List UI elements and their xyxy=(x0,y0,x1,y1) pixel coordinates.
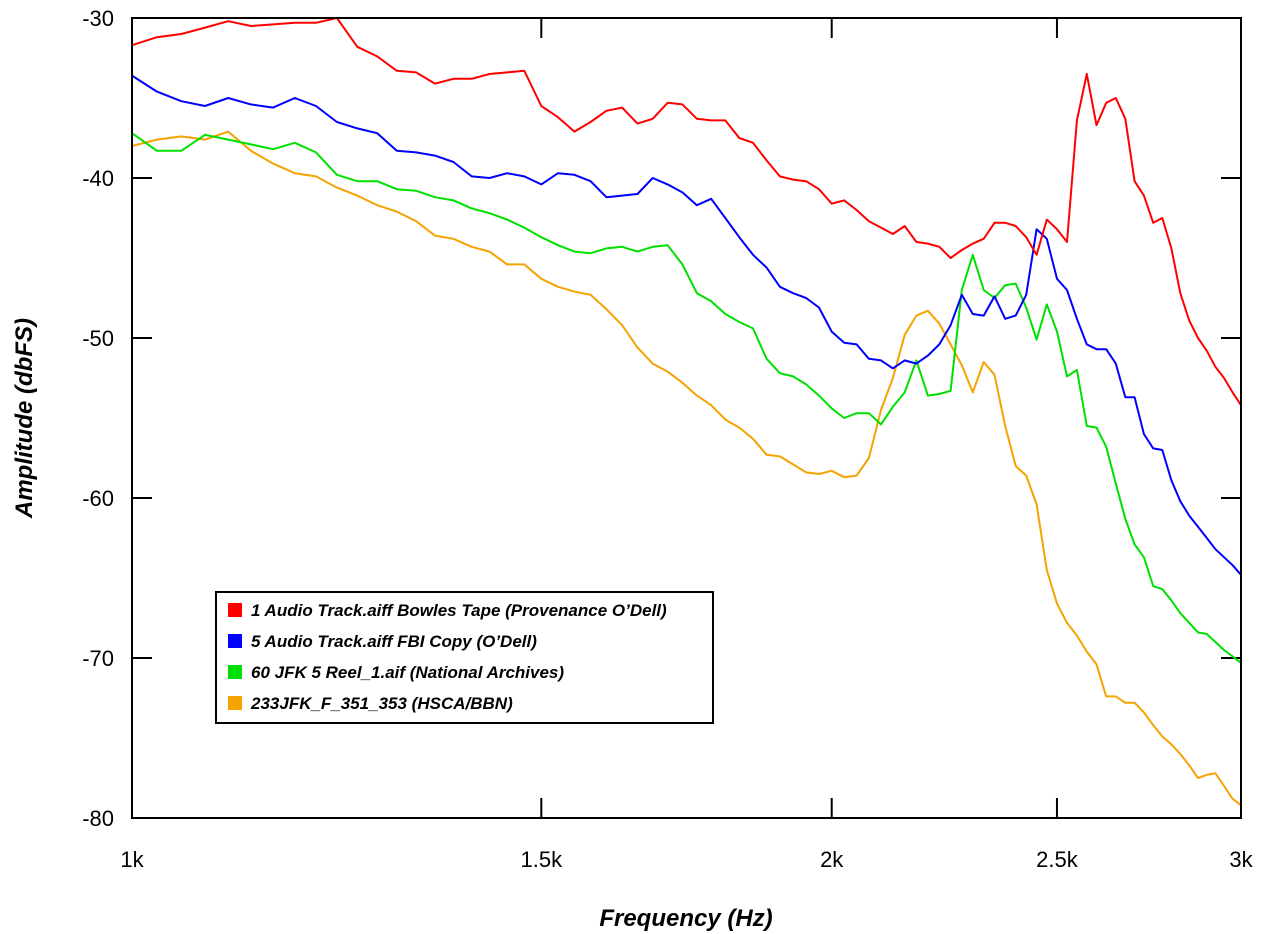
y-axis-title: Amplitude (dbFS) xyxy=(11,318,38,519)
y-tick-label: -40 xyxy=(82,166,114,191)
legend-swatch xyxy=(228,696,242,710)
series-line-4 xyxy=(131,130,1242,806)
legend-label: 233JFK_F_351_353 (HSCA/BBN) xyxy=(250,694,513,713)
x-tick-label: 2.5k xyxy=(1036,847,1079,872)
x-axis-tick-labels: 1k 1.5k 2k 2.5k 3k xyxy=(120,847,1253,872)
legend-box xyxy=(215,591,714,724)
series-lines xyxy=(131,17,1242,806)
x-tick-label: 2k xyxy=(820,847,844,872)
legend-label: 5 Audio Track.aiff FBI Copy (O’Dell) xyxy=(251,632,537,651)
legend: 1 Audio Track.aiff Bowles Tape (Provenan… xyxy=(215,591,714,724)
legend-swatch xyxy=(228,634,242,648)
x-tick-label: 1.5k xyxy=(521,847,564,872)
legend-label: 1 Audio Track.aiff Bowles Tape (Provenan… xyxy=(251,601,667,620)
legend-label: 60 JFK 5 Reel_1.aif (National Archives) xyxy=(251,663,564,682)
plot-frame xyxy=(131,17,1242,819)
x-tick-label: 3k xyxy=(1229,847,1253,872)
legend-swatch xyxy=(228,603,242,617)
y-tick-label: -80 xyxy=(82,806,114,831)
x-tick-label: 1k xyxy=(120,847,144,872)
y-tick-label: -30 xyxy=(82,6,114,31)
legend-swatch xyxy=(228,665,242,679)
y-tick-label: -70 xyxy=(82,646,114,671)
x-axis-title: Frequency (Hz) xyxy=(599,905,772,932)
series-line-3 xyxy=(131,132,1242,664)
y-axis-tick-labels: -30 -40 -50 -60 -70 -80 xyxy=(82,6,114,831)
series-line-2 xyxy=(131,74,1242,576)
y-tick-label: -50 xyxy=(82,326,114,351)
y-tick-label: -60 xyxy=(82,486,114,511)
series-line-1 xyxy=(131,17,1242,406)
